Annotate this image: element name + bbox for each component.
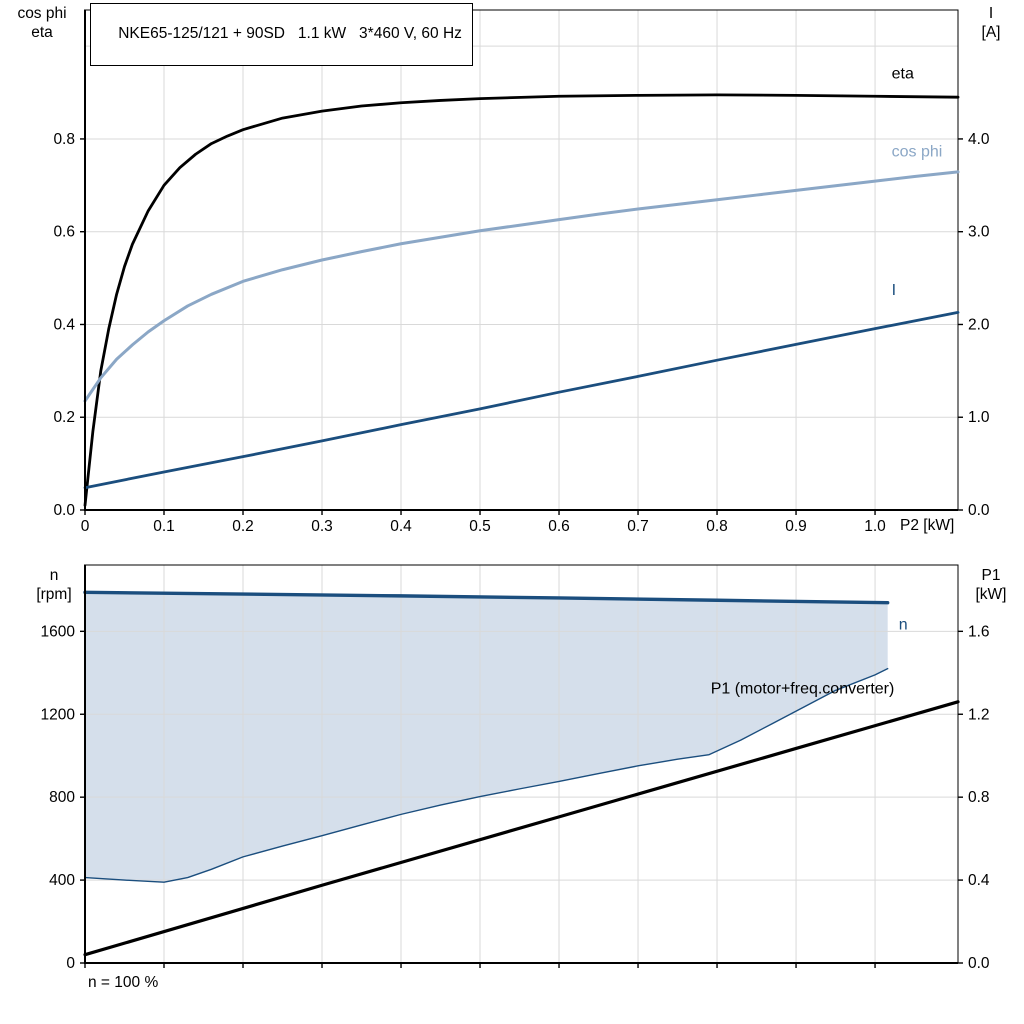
y-left-tick-label: 400 (49, 872, 75, 889)
speed-axis-label: n (49, 567, 59, 584)
series-P1 (83, 700, 960, 957)
top-right-axis-title: I [A] (962, 4, 1020, 42)
x-tick-label: 0.5 (469, 518, 491, 535)
speed-unit-label: [rpm] (36, 586, 72, 603)
x-tick-label: 0.8 (706, 518, 728, 535)
y-left-tick-label: 0 (66, 955, 75, 972)
series-cos-phi (83, 170, 960, 403)
bottom-right-axis-title: P1 [kW] (962, 566, 1020, 604)
series-n (83, 590, 890, 605)
y-right-tick-label: 0.0 (968, 502, 990, 519)
current-axis-label: I (988, 5, 994, 22)
power-axis-label: P1 (981, 567, 1001, 584)
y-right-tick-label: 0.8 (968, 789, 990, 806)
curve-label-cos-phi: cos phi (892, 144, 943, 161)
chart-title-box: NKE65-125/121 + 90SD 1.1 kW 3*460 V, 60 … (90, 3, 473, 66)
y-right-tick-label: 4.0 (968, 131, 990, 148)
curve-label-n: n (899, 616, 908, 633)
y-left-tick-label: 0.4 (53, 316, 75, 333)
plot-border (84, 9, 959, 511)
x-tick-label: 0.7 (627, 518, 649, 535)
x-tick-label: 0.9 (785, 518, 807, 535)
y-right-tick-label: 3.0 (968, 224, 990, 241)
y-left-tick-label: 1200 (41, 706, 76, 723)
y-right-tick-label: 2.0 (968, 316, 990, 333)
y-left-tick-label: 0.6 (53, 224, 75, 241)
bottom-left-axis-title: n [rpm] (22, 566, 86, 604)
x-tick-label: 0.4 (390, 518, 412, 535)
x-tick-label: 0 (81, 518, 90, 535)
x-tick-label: 0.1 (153, 518, 175, 535)
y-right-tick-label: 1.2 (968, 706, 990, 723)
y-right-tick-label: 0.0 (968, 955, 990, 972)
top-left-axis-title: cos phi eta (4, 4, 80, 42)
x-axis-label: P2 [kW] (900, 517, 955, 534)
y-left-tick-label: 0.0 (53, 502, 75, 519)
speed-percent-note: n = 100 % (88, 974, 159, 991)
y-left-tick-label: 800 (49, 789, 75, 806)
y-left-tick-label: 0.2 (53, 409, 75, 426)
curve-label-current: I (892, 282, 896, 299)
y-right-tick-label: 1.6 (968, 623, 990, 640)
y-right-tick-label: 0.4 (968, 872, 990, 889)
curve-label-P1: P1 (motor+freq.converter) (711, 681, 895, 698)
curve-label-eta: eta (892, 66, 914, 83)
y-left-tick-label: 0.8 (53, 131, 75, 148)
x-tick-label: 0.2 (232, 518, 254, 535)
eta-axis-label: eta (31, 24, 53, 41)
x-tick-label: 1.0 (864, 518, 886, 535)
y-right-tick-label: 1.0 (968, 409, 990, 426)
cos-phi-axis-label: cos phi (17, 5, 67, 22)
series-n-min (84, 667, 889, 883)
power-unit-label: [kW] (975, 586, 1007, 603)
x-tick-label: 0.3 (311, 518, 333, 535)
speed-range-band (85, 592, 888, 883)
current-unit-label: [A] (981, 24, 1001, 41)
series-eta (83, 93, 960, 507)
y-left-tick-label: 1600 (41, 623, 76, 640)
chart-title: NKE65-125/121 + 90SD 1.1 kW 3*460 V, 60 … (118, 25, 462, 42)
x-tick-label: 0.6 (548, 518, 570, 535)
series-current (83, 311, 960, 490)
